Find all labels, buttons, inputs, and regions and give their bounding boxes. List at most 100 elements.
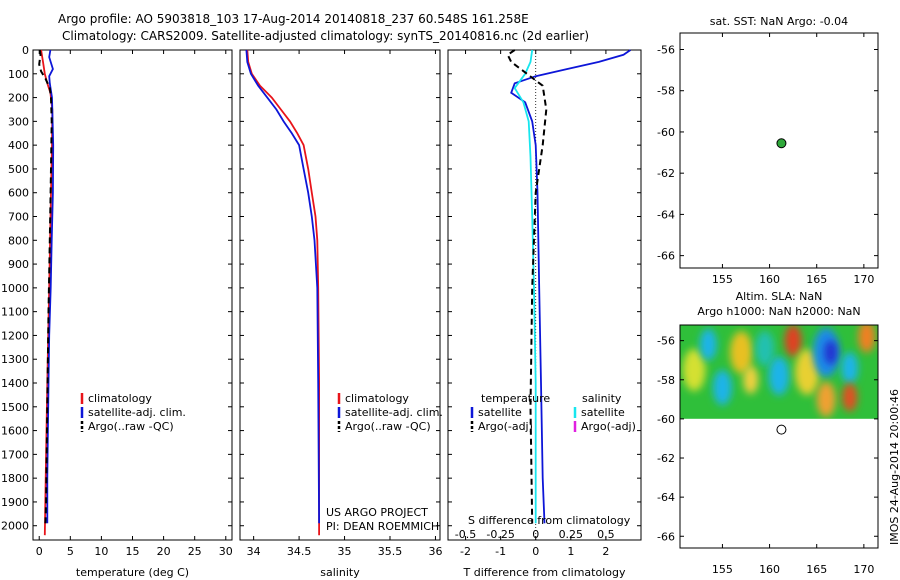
sla-field bbox=[680, 325, 878, 419]
difference-salinity-legend-label: Argo(-adj) bbox=[581, 420, 636, 433]
difference-x-tick-label: -2 bbox=[460, 545, 471, 558]
figure-title-line-1: Argo profile: AO 5903818_103 17-Aug-2014… bbox=[58, 12, 529, 26]
depth-tick-label: 1500 bbox=[1, 401, 29, 414]
depth-tick-label: 1100 bbox=[1, 306, 29, 319]
salinity-legend-label: climatology bbox=[345, 392, 409, 405]
sst-lon-tick-label: 160 bbox=[759, 273, 780, 286]
difference-series-satellite bbox=[510, 49, 632, 524]
sla-anomaly bbox=[713, 369, 732, 406]
pi-annotation: PI: DEAN ROEMMICH bbox=[326, 520, 439, 533]
temperature-legend-label: satellite-adj. clim. bbox=[88, 406, 186, 419]
sst-lat-tick-label: -56 bbox=[657, 43, 675, 56]
sla-lon-tick-label: 170 bbox=[853, 563, 874, 576]
depth-tick-label: 1400 bbox=[1, 377, 29, 390]
sla-anomaly bbox=[743, 365, 759, 394]
depth-tick-label: 1900 bbox=[1, 496, 29, 509]
sla-lon-tick-label: 160 bbox=[759, 563, 780, 576]
salinity-legend-label: satellite-adj. clim. bbox=[345, 406, 443, 419]
sla-anomaly bbox=[699, 328, 717, 361]
difference-x-tick-label: 0 bbox=[532, 545, 539, 558]
difference-series-argo bbox=[506, 49, 548, 524]
temperature-x-tick-label: 25 bbox=[188, 545, 202, 558]
salinity-series-climatology bbox=[246, 49, 321, 536]
sla-anomaly bbox=[768, 356, 790, 396]
depth-tick-label: 1600 bbox=[1, 425, 29, 438]
sla-anomaly bbox=[858, 325, 876, 353]
sla-anomaly bbox=[841, 352, 859, 384]
depth-tick-label: 0 bbox=[22, 44, 29, 57]
salinity-x-tick-label: 35 bbox=[338, 545, 352, 558]
difference-x-axis-label: T difference from climatology bbox=[463, 566, 626, 579]
temperature-series-satellite bbox=[46, 49, 55, 524]
sst-lon-tick-label: 165 bbox=[806, 273, 827, 286]
salinity-x-tick-label: 35.5 bbox=[378, 545, 403, 558]
temperature-x-tick-label: 5 bbox=[67, 545, 74, 558]
depth-tick-label: 700 bbox=[8, 211, 29, 224]
sst-map-title: sat. SST: NaN Argo: -0.04 bbox=[710, 15, 848, 28]
salinity-legend-label: Argo(..raw -QC) bbox=[345, 420, 431, 433]
difference-series-salinity_satellite bbox=[513, 49, 537, 524]
temperature-x-tick-label: 0 bbox=[36, 545, 43, 558]
sst-lat-tick-label: -60 bbox=[657, 126, 675, 139]
sla-lat-tick-label: -62 bbox=[657, 452, 675, 465]
sla-anomaly bbox=[682, 348, 706, 392]
sla-lat-tick-label: -58 bbox=[657, 374, 675, 387]
sla-anomaly bbox=[816, 381, 836, 417]
difference-temperature-legend-label: satellite bbox=[478, 406, 522, 419]
sla-anomaly bbox=[842, 383, 858, 412]
argo-position-marker bbox=[776, 138, 787, 149]
sst-lon-tick-label: 155 bbox=[712, 273, 733, 286]
sla-map-title: Altim. SLA: NaN bbox=[736, 290, 823, 303]
depth-tick-label: 200 bbox=[8, 92, 29, 105]
salinity-series-satellite bbox=[245, 49, 320, 524]
sla-lat-tick-label: -64 bbox=[657, 491, 675, 504]
sla-anomaly bbox=[795, 349, 820, 395]
temperature-legend-label: Argo(..raw -QC) bbox=[88, 420, 174, 433]
depth-tick-label: 400 bbox=[8, 139, 29, 152]
difference-x-tick-label: -1 bbox=[495, 545, 506, 558]
sla-anomaly bbox=[755, 330, 775, 367]
sst-lat-tick-label: -66 bbox=[657, 250, 675, 263]
sst-lon-tick-label: 170 bbox=[853, 273, 874, 286]
salinity-x-tick-label: 36 bbox=[428, 545, 442, 558]
salinity-difference-axis-label: S difference from climatology bbox=[468, 514, 631, 527]
salinity-x-tick-label: 34.5 bbox=[287, 545, 312, 558]
difference-x-tick-label: 1 bbox=[567, 545, 574, 558]
depth-tick-label: 1300 bbox=[1, 353, 29, 366]
sla-map-subtitle: Argo h1000: NaN h2000: NaN bbox=[697, 305, 860, 318]
salinity-difference-tick-label: -0.25 bbox=[486, 528, 514, 541]
temperature-x-tick-label: 30 bbox=[219, 545, 233, 558]
sla-lon-tick-label: 155 bbox=[712, 563, 733, 576]
sla-lat-tick-label: -56 bbox=[657, 335, 675, 348]
depth-tick-label: 900 bbox=[8, 258, 29, 271]
temperature-series-argo bbox=[38, 49, 53, 524]
sla-anomaly bbox=[824, 340, 838, 365]
salinity-legend-title: salinity bbox=[582, 392, 622, 405]
sst-lat-tick-label: -58 bbox=[657, 85, 675, 98]
temperature-x-tick-label: 10 bbox=[94, 545, 108, 558]
depth-tick-label: 1700 bbox=[1, 448, 29, 461]
difference-salinity-legend-label: satellite bbox=[581, 406, 625, 419]
depth-tick-label: 100 bbox=[8, 68, 29, 81]
difference-temperature-legend-label: Argo(-adj) bbox=[478, 420, 533, 433]
sla-anomaly bbox=[729, 331, 753, 374]
depth-tick-label: 2000 bbox=[1, 520, 29, 533]
depth-tick-label: 300 bbox=[8, 115, 29, 128]
sla-lat-tick-label: -66 bbox=[657, 530, 675, 543]
sla-map-frame bbox=[679, 324, 879, 549]
salinity-difference-tick-label: 0 bbox=[532, 528, 539, 541]
depth-tick-label: 500 bbox=[8, 163, 29, 176]
temperature-x-tick-label: 15 bbox=[126, 545, 140, 558]
argo-position-marker-sla bbox=[776, 424, 787, 435]
depth-tick-label: 1200 bbox=[1, 329, 29, 342]
salinity-difference-tick-label: 0.25 bbox=[559, 528, 584, 541]
depth-tick-label: 1000 bbox=[1, 282, 29, 295]
salinity-difference-tick-label: -0.5 bbox=[455, 528, 476, 541]
depth-tick-label: 600 bbox=[8, 187, 29, 200]
salinity-x-axis-label: salinity bbox=[320, 566, 360, 579]
salinity-difference-tick-label: 0.5 bbox=[597, 528, 615, 541]
sla-lon-tick-label: 165 bbox=[806, 563, 827, 576]
temperature-plot-frame bbox=[32, 49, 233, 541]
difference-x-tick-label: 2 bbox=[602, 545, 609, 558]
